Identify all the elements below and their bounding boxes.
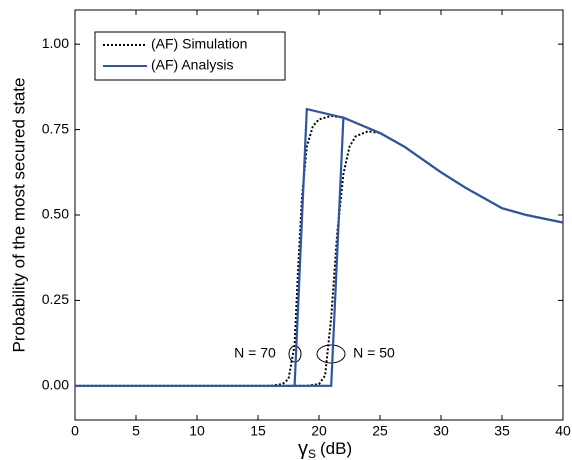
x-label-sub: S bbox=[308, 447, 316, 460]
x-tick-label: 15 bbox=[250, 423, 266, 439]
y-tick-label: 0.50 bbox=[42, 206, 69, 222]
x-tick-label: 25 bbox=[372, 423, 388, 439]
series-line bbox=[75, 107, 564, 387]
annotation-ellipse bbox=[316, 344, 346, 364]
x-label-unit: (dB) bbox=[320, 439, 352, 458]
x-tick-label: 0 bbox=[71, 423, 79, 439]
legend-label: (AF) Analysis bbox=[151, 57, 233, 73]
annotation: N = 50 bbox=[353, 345, 395, 361]
x-label-symbol: γ bbox=[298, 438, 308, 460]
y-tick-label: 0.25 bbox=[42, 291, 69, 307]
x-tick-label: 10 bbox=[189, 423, 205, 439]
legend-box bbox=[94, 31, 286, 81]
x-tick-label: 5 bbox=[132, 423, 140, 439]
x-tick-label: 20 bbox=[311, 423, 327, 439]
legend-label: (AF) Simulation bbox=[151, 36, 247, 52]
y-axis-label: Probability of the most secured state bbox=[9, 78, 28, 353]
y-tick-label: 1.00 bbox=[42, 35, 69, 51]
x-tick-label: 35 bbox=[494, 423, 510, 439]
annotation: N = 70 bbox=[234, 345, 276, 361]
y-tick-label: 0.75 bbox=[42, 120, 69, 136]
x-tick-label: 40 bbox=[555, 423, 571, 439]
series-line bbox=[75, 114, 564, 387]
x-tick-label: 30 bbox=[433, 423, 449, 439]
x-axis-label: γS (dB) bbox=[298, 438, 352, 460]
y-tick-label: 0.00 bbox=[42, 377, 69, 393]
